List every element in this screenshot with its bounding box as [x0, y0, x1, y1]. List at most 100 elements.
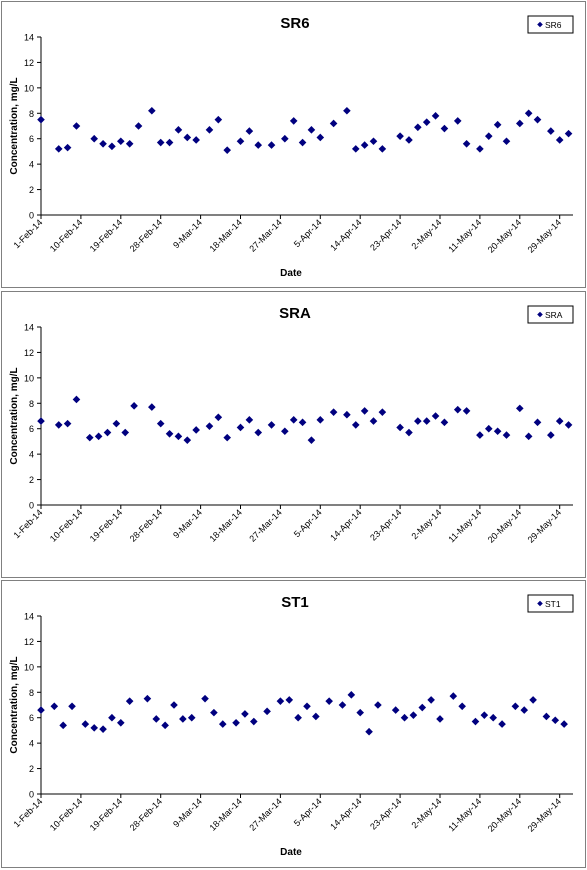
data-point: [187, 713, 196, 722]
data-point: [347, 691, 356, 699]
data-point: [409, 711, 418, 719]
data-point: [516, 119, 524, 128]
data-point: [289, 416, 298, 424]
data-point: [81, 720, 90, 728]
data-point: [143, 694, 152, 703]
data-point: [85, 433, 94, 442]
chart-title: SRA: [279, 305, 311, 322]
data-point: [214, 413, 223, 422]
y-tick-label: 12: [24, 637, 34, 647]
legend: SRA: [527, 305, 574, 324]
data-point: [117, 137, 125, 146]
chart-title: ST1: [281, 594, 309, 611]
data-point: [471, 717, 480, 726]
data-point: [427, 696, 435, 704]
y-tick-label: 10: [24, 83, 34, 93]
data-point: [63, 419, 72, 428]
data-point: [183, 436, 192, 444]
data-point: [214, 115, 223, 124]
data-point: [37, 115, 45, 124]
data-point: [298, 418, 307, 427]
data-point: [502, 137, 511, 146]
data-point: [520, 706, 529, 714]
chart-frame: [1, 1, 586, 288]
data-point: [307, 436, 316, 444]
data-point: [489, 713, 497, 722]
data-point: [414, 417, 422, 425]
y-tick-label: 4: [29, 160, 34, 170]
y-tick-label: 10: [24, 373, 34, 383]
y-axis-label: Concentration, mg/L: [9, 77, 20, 174]
data-point: [462, 140, 471, 148]
data-point: [210, 708, 218, 717]
data-point: [161, 721, 169, 730]
data-point: [250, 717, 258, 726]
data-point: [312, 712, 320, 721]
data-point: [267, 421, 276, 429]
data-point: [533, 418, 542, 427]
data-point: [405, 136, 413, 144]
data-point: [183, 133, 192, 142]
data-point: [405, 428, 413, 437]
data-point: [267, 141, 276, 149]
y-tick-label: 10: [24, 662, 34, 672]
data-point: [369, 417, 378, 425]
data-point: [343, 106, 351, 115]
y-tick-label: 6: [29, 713, 34, 723]
data-point: [192, 136, 200, 144]
y-tick-label: 0: [29, 501, 34, 511]
y-tick-label: 14: [24, 612, 34, 622]
data-point: [245, 127, 254, 135]
data-point: [316, 133, 325, 142]
data-point: [493, 427, 502, 436]
x-axis-label: Date: [280, 847, 302, 858]
y-tick-label: 14: [24, 33, 34, 43]
y-tick-label: 0: [29, 211, 34, 221]
data-point: [165, 138, 174, 147]
data-point: [156, 419, 165, 428]
data-point: [236, 423, 245, 432]
data-point: [476, 431, 484, 439]
y-tick-label: 4: [29, 450, 34, 460]
data-point: [68, 702, 76, 711]
data-point: [236, 137, 245, 146]
legend-box: [527, 15, 574, 34]
data-point: [502, 431, 511, 439]
data-point: [148, 106, 156, 115]
legend-box: [527, 594, 574, 613]
data-point: [156, 138, 165, 147]
data-point: [72, 395, 81, 404]
y-tick-label: 4: [29, 739, 34, 749]
data-point: [524, 109, 533, 118]
chart-title: SR6: [280, 15, 309, 32]
data-point: [560, 720, 568, 728]
data-point: [329, 119, 338, 128]
y-axis-label: Concentration, mg/L: [9, 367, 20, 464]
data-point: [316, 416, 325, 424]
y-tick-label: 8: [29, 109, 34, 119]
data-point: [329, 408, 338, 416]
data-point: [564, 129, 573, 138]
data-point: [529, 696, 537, 704]
data-point: [285, 696, 294, 704]
data-point: [179, 715, 187, 723]
data-point: [547, 431, 555, 439]
data-point: [440, 124, 449, 133]
data-point: [281, 134, 289, 143]
data-point: [547, 127, 555, 135]
data-point: [378, 145, 387, 153]
data-point: [134, 122, 143, 130]
data-point: [152, 715, 161, 723]
data-point: [121, 428, 130, 437]
data-point: [50, 702, 59, 711]
data-point: [458, 702, 466, 711]
y-tick-label: 12: [24, 348, 34, 358]
data-point: [414, 123, 422, 132]
legend-label: ST1: [545, 599, 561, 609]
data-point: [54, 421, 63, 429]
data-point: [72, 122, 81, 130]
data-point: [476, 145, 484, 153]
